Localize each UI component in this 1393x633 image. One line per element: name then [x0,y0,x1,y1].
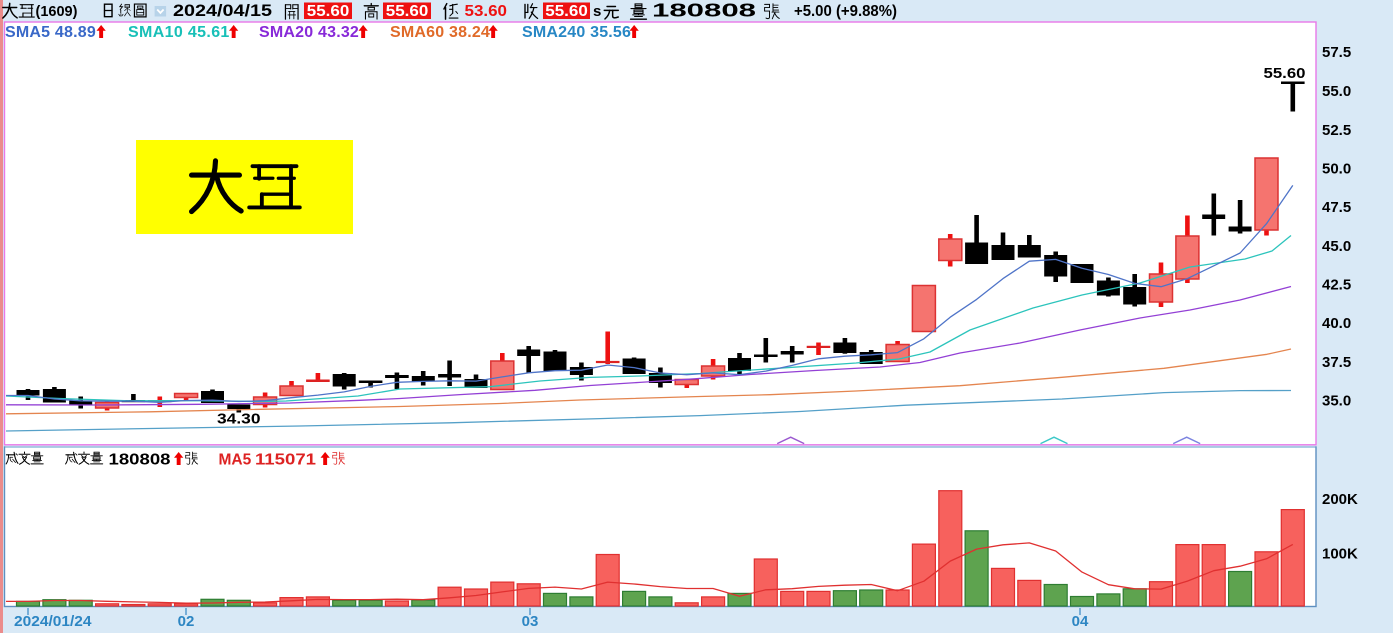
svg-text:55.60: 55.60 [1264,65,1306,82]
svg-text:45.0: 45.0 [1322,238,1351,255]
svg-text:180808: 180808 [109,452,171,469]
svg-text:47.5: 47.5 [1322,199,1351,216]
svg-text:03: 03 [522,613,539,630]
svg-text:2024/01/24: 2024/01/24 [14,613,92,630]
svg-text:SMA5 48.89: SMA5 48.89 [5,24,96,41]
svg-text:53.60: 53.60 [465,3,508,20]
svg-text:180808: 180808 [652,1,756,21]
svg-text:SMA10 45.61: SMA10 45.61 [128,24,230,41]
svg-text:55.60: 55.60 [307,3,350,20]
svg-text:100K: 100K [1322,546,1358,563]
svg-text:35.0: 35.0 [1322,393,1351,410]
svg-text:2024/04/15: 2024/04/15 [173,1,272,20]
svg-text:04: 04 [1072,613,1089,630]
svg-text:SMA240 35.56: SMA240 35.56 [522,24,631,41]
svg-text:55.60: 55.60 [545,3,588,20]
svg-text:02: 02 [178,613,195,630]
svg-text:42.5: 42.5 [1322,277,1351,294]
svg-text:s: s [593,3,601,20]
svg-text:SMA20 43.32: SMA20 43.32 [259,24,359,41]
svg-text:37.5: 37.5 [1322,354,1351,371]
svg-text:52.5: 52.5 [1322,122,1351,139]
svg-text:(1609): (1609) [36,4,78,20]
svg-text:115071: 115071 [255,452,316,469]
svg-text:SMA60 38.24: SMA60 38.24 [390,24,490,41]
svg-text:55.0: 55.0 [1322,83,1351,100]
svg-text:+5.00 (+9.88%): +5.00 (+9.88%) [794,3,897,20]
svg-text:34.30: 34.30 [217,411,261,428]
svg-text:55.60: 55.60 [386,3,429,20]
svg-text:MA5: MA5 [219,452,252,469]
svg-text:40.0: 40.0 [1322,315,1351,332]
svg-text:50.0: 50.0 [1322,161,1351,178]
svg-text:57.5: 57.5 [1322,44,1351,61]
svg-text:200K: 200K [1322,491,1358,508]
